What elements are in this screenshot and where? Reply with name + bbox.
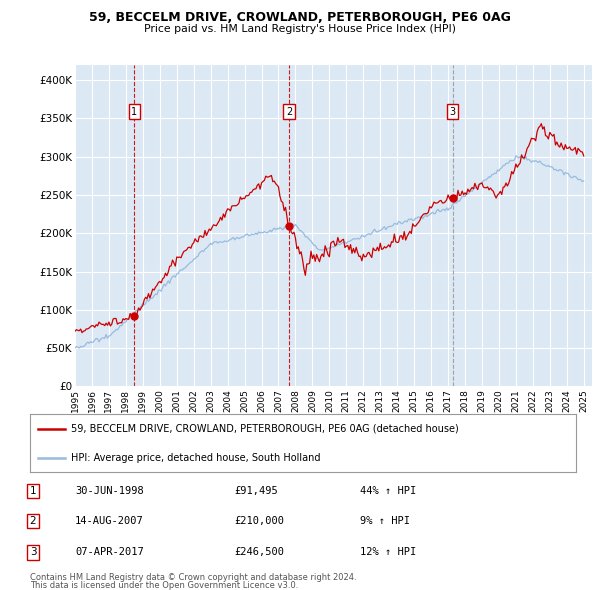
Text: 1: 1: [131, 107, 137, 116]
Text: 2: 2: [29, 516, 37, 526]
Text: 9% ↑ HPI: 9% ↑ HPI: [360, 516, 410, 526]
Text: £246,500: £246,500: [234, 548, 284, 557]
Text: 2: 2: [286, 107, 292, 116]
Text: 3: 3: [449, 107, 456, 116]
Text: Price paid vs. HM Land Registry's House Price Index (HPI): Price paid vs. HM Land Registry's House …: [144, 24, 456, 34]
Text: 59, BECCELM DRIVE, CROWLAND, PETERBOROUGH, PE6 0AG: 59, BECCELM DRIVE, CROWLAND, PETERBOROUG…: [89, 11, 511, 24]
Text: 14-AUG-2007: 14-AUG-2007: [75, 516, 144, 526]
Text: 07-APR-2017: 07-APR-2017: [75, 548, 144, 557]
Text: 3: 3: [29, 548, 37, 557]
Text: 44% ↑ HPI: 44% ↑ HPI: [360, 486, 416, 496]
Text: This data is licensed under the Open Government Licence v3.0.: This data is licensed under the Open Gov…: [30, 581, 298, 590]
Text: £91,495: £91,495: [234, 486, 278, 496]
Text: Contains HM Land Registry data © Crown copyright and database right 2024.: Contains HM Land Registry data © Crown c…: [30, 572, 356, 582]
Text: 12% ↑ HPI: 12% ↑ HPI: [360, 548, 416, 557]
Text: HPI: Average price, detached house, South Holland: HPI: Average price, detached house, Sout…: [71, 453, 320, 463]
Text: 59, BECCELM DRIVE, CROWLAND, PETERBOROUGH, PE6 0AG (detached house): 59, BECCELM DRIVE, CROWLAND, PETERBOROUG…: [71, 424, 459, 434]
Text: 30-JUN-1998: 30-JUN-1998: [75, 486, 144, 496]
Text: 1: 1: [29, 486, 37, 496]
Text: £210,000: £210,000: [234, 516, 284, 526]
